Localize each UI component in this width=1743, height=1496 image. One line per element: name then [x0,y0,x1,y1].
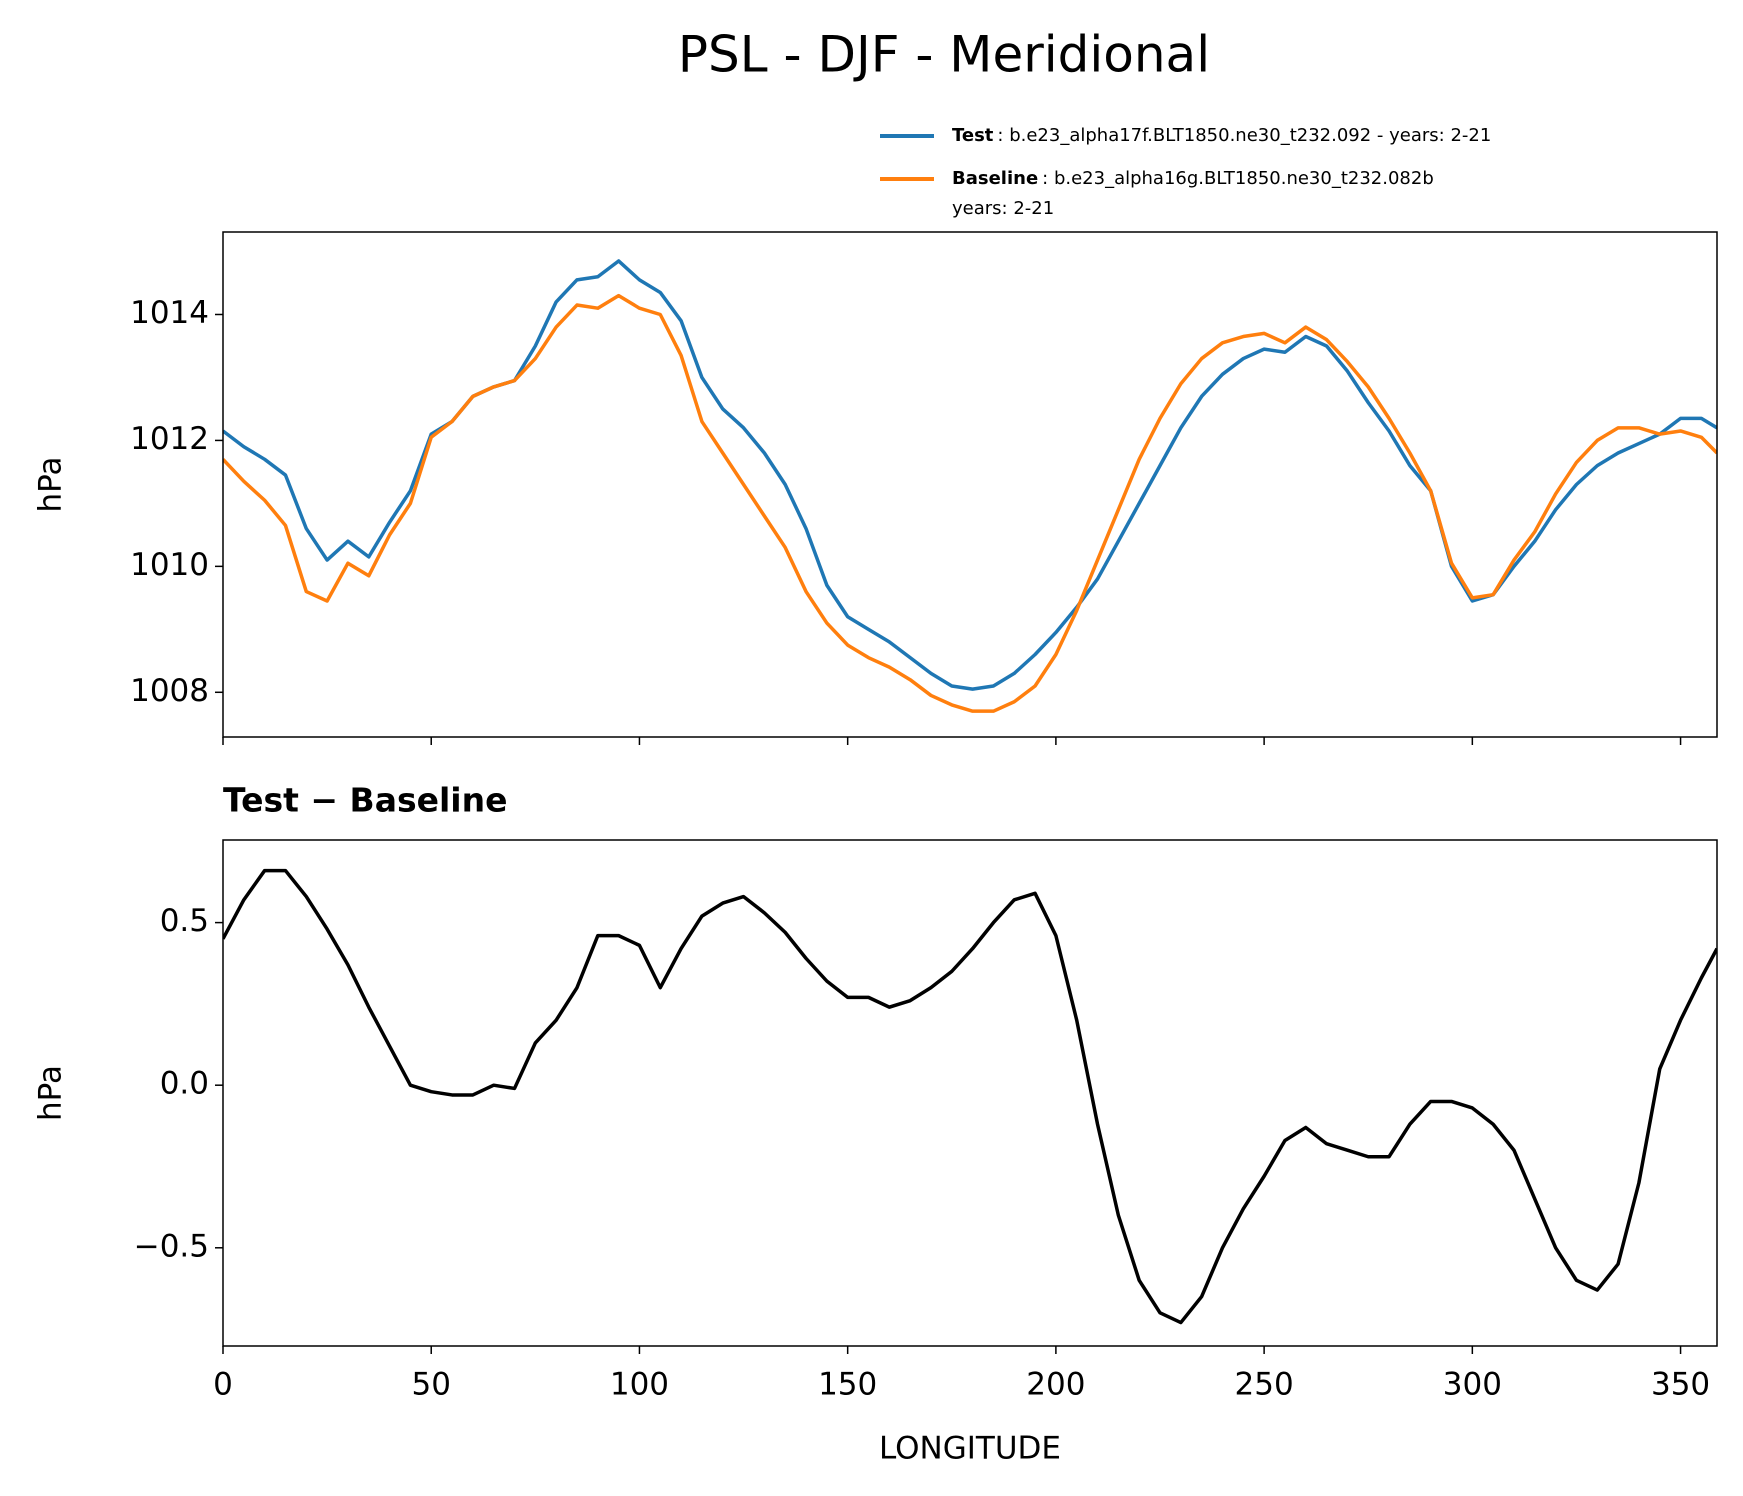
legend-name: Test [952,125,994,146]
legend-label: Baseline: b.e23_alpha16g.BLT1850.ne30_t2… [952,168,1434,189]
y-tick-label: 1010 [130,547,209,583]
x-tick-label: 200 [1026,1367,1085,1403]
data-line [223,293,1717,713]
legend-text: years: 2-21 [952,198,1054,219]
x-tick-label: 350 [1651,1367,1710,1403]
legend-name: Baseline [952,168,1038,189]
y-axis-label: hPa [33,457,69,513]
subplot-title: Test − Baseline [223,781,508,820]
x-tick-label: 0 [213,1367,233,1403]
y-tick-label: 1014 [130,295,209,331]
y-tick-label: −0.5 [134,1228,209,1264]
legend-label: Test: b.e23_alpha17f.BLT1850.ne30_t232.0… [952,125,1491,146]
plot-frame [222,839,1718,1347]
y-tick-label: 1012 [130,421,209,457]
legend-text: : b.e23_alpha17f.BLT1850.ne30_t232.092 -… [997,125,1491,146]
x-tick-label: 50 [411,1367,450,1403]
x-axis-label: LONGITUDE [879,1431,1061,1467]
data-line [223,259,1717,691]
y-tick-label: 1008 [130,673,209,709]
y-tick-label: 0.0 [160,1066,209,1102]
x-tick-label: 100 [610,1367,669,1403]
y-tick-label: 0.5 [160,903,209,939]
y-axis-label: hPa [33,1065,69,1121]
plot-frame [222,231,1718,738]
figure-title: PSL - DJF - Meridional [678,26,1210,84]
x-tick-label: 250 [1235,1367,1294,1403]
x-tick-label: 150 [818,1367,877,1403]
data-line [223,868,1717,1325]
x-tick-label: 300 [1443,1367,1502,1403]
legend-text: : b.e23_alpha16g.BLT1850.ne30_t232.082b [1042,168,1434,189]
